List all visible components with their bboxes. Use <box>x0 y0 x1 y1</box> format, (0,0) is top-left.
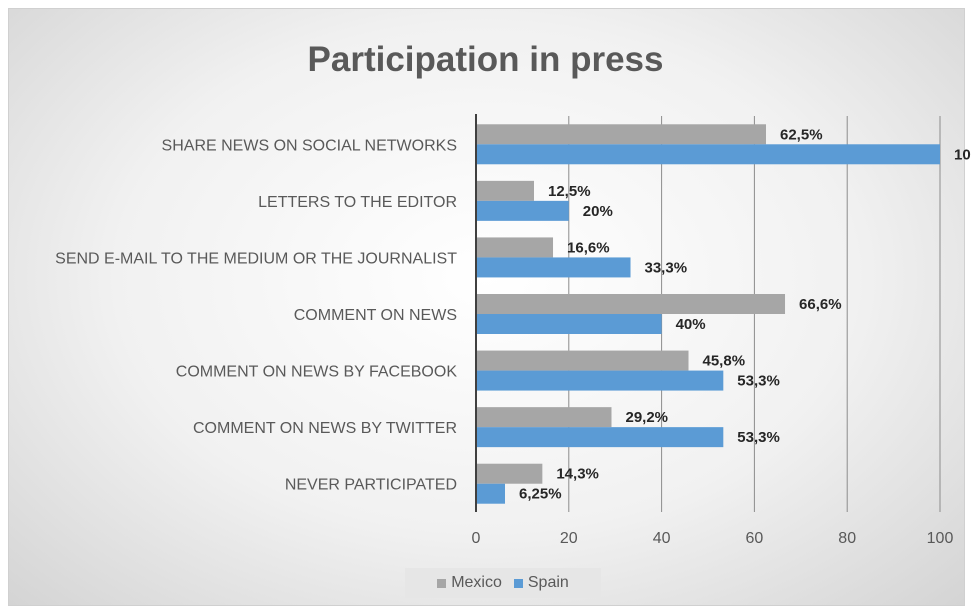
category-label: COMMENT ON NEWS BY TWITTER <box>193 420 457 437</box>
bar-spain <box>476 370 724 391</box>
data-label-mexico: 66,6% <box>799 296 842 313</box>
data-label-spain: 6,25% <box>519 486 562 503</box>
category-label: LETTERS TO THE EDITOR <box>258 194 457 211</box>
data-label-mexico: 45,8% <box>703 353 746 370</box>
category-label: SEND E-MAIL TO THE MEDIUM OR THE JOURNAL… <box>55 250 457 267</box>
data-label-mexico: 16,6% <box>567 239 610 256</box>
legend: Mexico Spain <box>405 568 601 598</box>
data-label-mexico: 12,5% <box>548 183 591 200</box>
legend-label-mexico: Mexico <box>451 574 502 591</box>
data-label-spain: 40% <box>676 316 706 333</box>
category-label: NEVER PARTICIPATED <box>285 477 457 494</box>
bar-mexico <box>476 180 534 201</box>
bar-mexico <box>476 294 786 314</box>
legend-item-mexico: Mexico <box>437 574 502 592</box>
data-label-spain: 100% <box>954 146 971 163</box>
bar-mexico <box>476 407 612 428</box>
data-label-spain: 33,3% <box>645 259 688 276</box>
chart-title: Participation in press <box>307 40 664 79</box>
data-label-mexico: 14,3% <box>556 466 599 483</box>
x-tick-label: 40 <box>653 530 671 547</box>
category-label: COMMENT ON NEWS BY FACEBOOK <box>176 364 458 381</box>
bar-spain <box>476 314 662 334</box>
legend-label-spain: Spain <box>527 574 569 591</box>
data-label-spain: 53,3% <box>737 429 780 446</box>
legend-item-spain: Spain <box>513 574 569 592</box>
x-tick-label: 60 <box>746 530 764 547</box>
category-label: SHARE NEWS ON SOCIAL NETWORKS <box>162 137 457 154</box>
legend-swatch-spain <box>513 578 523 588</box>
data-label-mexico: 29,2% <box>625 409 668 426</box>
data-label-spain: 20% <box>583 203 613 220</box>
category-label: COMMENT ON NEWS <box>294 307 457 324</box>
data-label-spain: 53,3% <box>737 373 780 390</box>
bar-spain <box>476 427 724 448</box>
bar-mexico <box>476 237 554 258</box>
x-tick-label: 80 <box>838 530 856 547</box>
bar-mexico <box>476 350 689 371</box>
x-tick-label: 0 <box>472 530 481 547</box>
x-tick-label: 20 <box>560 530 578 547</box>
legend-swatch-mexico <box>437 578 447 588</box>
bar-spain <box>476 483 505 504</box>
bar-mexico <box>476 463 543 484</box>
bar-spain <box>476 257 631 278</box>
bar-spain <box>476 144 940 165</box>
x-tick-label: 100 <box>927 530 954 547</box>
bar-spain <box>476 200 569 221</box>
data-label-mexico: 62,5% <box>780 126 823 143</box>
bar-mexico <box>476 124 766 145</box>
